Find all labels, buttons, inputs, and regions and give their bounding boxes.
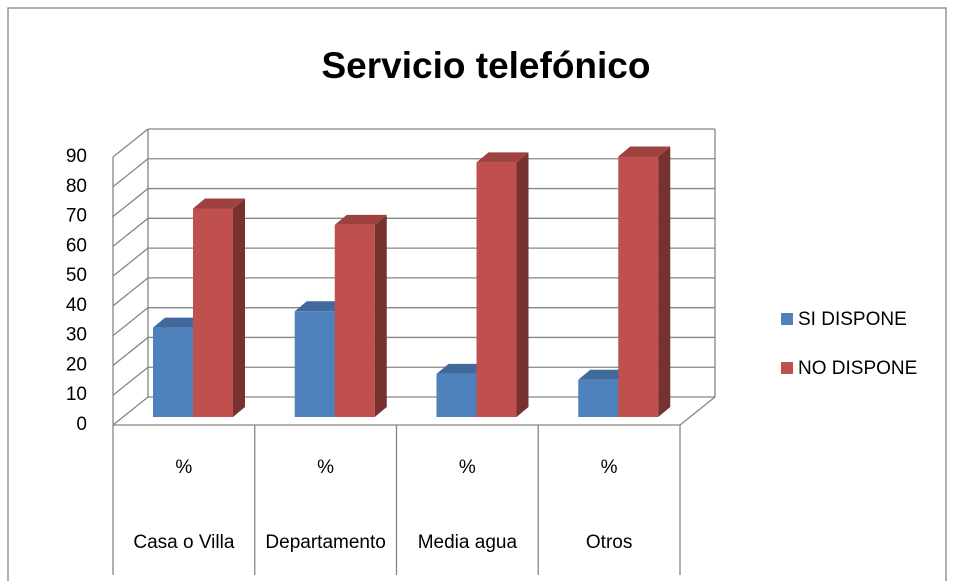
y-tick-label: 60	[66, 235, 87, 256]
bar-front	[153, 327, 193, 417]
bar-front	[618, 156, 659, 417]
bar-top	[476, 152, 529, 163]
x-subcategory-label: %	[175, 457, 192, 478]
bar	[334, 214, 387, 417]
grid-line	[112, 158, 149, 188]
grid-line	[112, 277, 149, 307]
bar-front	[436, 373, 477, 417]
y-tick-label: 90	[66, 146, 87, 167]
legend-label: SI DISPONE	[798, 309, 907, 330]
floor-edge	[679, 396, 716, 426]
bar-front	[578, 379, 619, 417]
x-tick-label: Otros	[586, 532, 632, 553]
bar-side	[374, 214, 387, 417]
y-tick-label: 30	[66, 325, 87, 346]
bar-side	[658, 146, 671, 417]
legend-swatch	[781, 313, 793, 325]
chart-title: Servicio telefónico	[322, 45, 651, 86]
grid-line	[112, 396, 149, 426]
bar-top	[153, 317, 205, 328]
legend-swatch	[781, 362, 793, 374]
grid-line	[112, 336, 149, 366]
y-tick-label: 0	[76, 414, 87, 435]
y-tick-label: 80	[66, 176, 87, 197]
grid-line	[112, 366, 149, 396]
bar-top	[618, 146, 671, 157]
bar	[193, 198, 245, 417]
x-subcategory-label: %	[601, 457, 618, 478]
bar	[476, 152, 529, 417]
grid-line	[112, 307, 149, 337]
chart-border	[7, 7, 947, 581]
bar-top	[436, 363, 489, 374]
y-tick-label: 50	[66, 265, 87, 286]
bar-top	[578, 369, 631, 380]
bar-front	[294, 311, 335, 417]
x-subcategory-label: %	[459, 457, 476, 478]
y-tick-label: 40	[66, 295, 87, 316]
x-tick-label: Media agua	[418, 532, 518, 553]
bar-top	[294, 301, 347, 312]
grid-line	[112, 188, 149, 218]
y-tick-label: 70	[66, 206, 87, 227]
bar	[618, 146, 671, 417]
bar-front	[476, 162, 517, 417]
legend-label: NO DISPONE	[798, 358, 917, 379]
x-tick-label: Casa o Villa	[133, 532, 234, 553]
x-tick-label: Departamento	[265, 532, 385, 553]
bar-front	[334, 224, 375, 417]
bar-side	[233, 198, 245, 417]
grid-line	[112, 128, 149, 158]
bar-side	[516, 152, 529, 417]
x-subcategory-label: %	[317, 457, 334, 478]
bar-top	[193, 198, 245, 209]
grid-line	[112, 247, 149, 277]
y-tick-label: 10	[66, 384, 87, 405]
grid-line	[112, 217, 149, 247]
bar-top	[334, 214, 387, 225]
y-tick-label: 20	[66, 354, 87, 375]
bar-front	[193, 208, 233, 417]
